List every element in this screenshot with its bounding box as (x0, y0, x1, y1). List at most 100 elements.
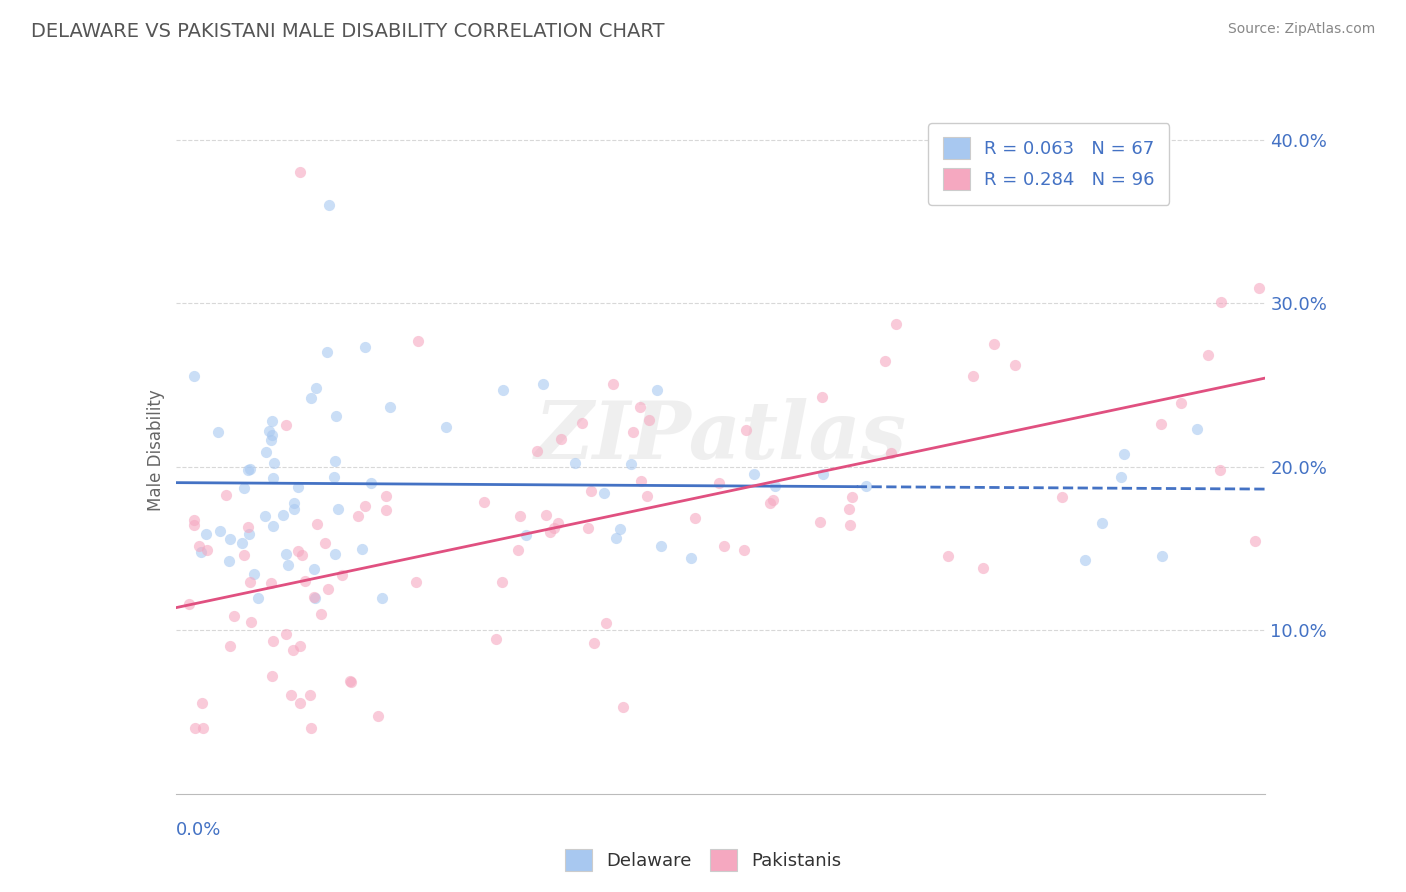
Point (305, 517, 328, 532)
Point (374, 503, 396, 517)
Point (1050, 491, 1073, 505)
Point (233, 548, 256, 562)
Point (191, 721, 214, 735)
Point (875, 354, 897, 368)
Point (273, 508, 295, 522)
Point (283, 496, 305, 510)
Point (262, 471, 284, 485)
Point (838, 502, 860, 516)
Point (595, 615, 617, 630)
Point (564, 456, 586, 470)
Point (183, 722, 205, 736)
Point (735, 423, 758, 437)
Point (350, 542, 373, 557)
Point (1197, 348, 1219, 362)
Point (492, 384, 515, 398)
Point (305, 382, 328, 396)
Point (841, 490, 863, 504)
Point (318, 198, 340, 212)
Point (707, 476, 730, 491)
Point (260, 427, 283, 442)
Point (583, 635, 606, 649)
Point (880, 445, 903, 459)
Text: ZIPatlas: ZIPatlas (534, 398, 907, 475)
Point (506, 542, 529, 557)
Point (581, 483, 603, 498)
Point (287, 544, 309, 558)
Point (1109, 470, 1132, 484)
Point (650, 539, 672, 553)
Point (190, 696, 212, 710)
Point (485, 632, 508, 647)
Point (254, 444, 277, 458)
Point (620, 457, 643, 471)
Point (316, 582, 339, 596)
Point (288, 696, 311, 710)
Point (290, 165, 312, 179)
Point (509, 508, 531, 523)
Point (1004, 358, 1026, 372)
Point (323, 547, 346, 561)
Point (315, 345, 337, 359)
Point (1185, 421, 1208, 435)
Point (232, 481, 254, 495)
Point (208, 524, 231, 538)
Point (1249, 281, 1271, 295)
Point (238, 527, 260, 541)
Text: 0.0%: 0.0% (176, 822, 221, 839)
Point (605, 531, 627, 545)
Point (183, 369, 205, 384)
Point (339, 673, 361, 688)
Point (531, 377, 554, 392)
Point (326, 501, 349, 516)
Point (253, 508, 276, 523)
Point (762, 493, 785, 508)
Point (276, 417, 298, 432)
Point (547, 516, 569, 530)
Point (323, 469, 346, 483)
Point (236, 463, 259, 477)
Point (972, 561, 994, 575)
Point (621, 425, 644, 439)
Point (713, 539, 735, 553)
Point (354, 341, 377, 355)
Point (405, 575, 427, 590)
Point (283, 502, 305, 516)
Point (353, 500, 375, 514)
Point (340, 675, 363, 690)
Point (763, 479, 786, 493)
Point (294, 574, 316, 588)
Point (962, 369, 984, 384)
Point (238, 520, 260, 534)
Legend: R = 0.063   N = 67, R = 0.284   N = 96: R = 0.063 N = 67, R = 0.284 N = 96 (928, 123, 1170, 205)
Point (374, 489, 396, 503)
Point (197, 543, 219, 558)
Point (311, 607, 333, 621)
Point (576, 521, 599, 535)
Point (538, 524, 561, 539)
Point (259, 424, 281, 438)
Point (247, 591, 270, 605)
Point (628, 401, 651, 415)
Point (1209, 463, 1232, 477)
Point (1150, 417, 1173, 431)
Point (636, 489, 658, 503)
Point (260, 414, 283, 428)
Point (602, 376, 624, 391)
Point (1243, 533, 1265, 548)
Point (733, 543, 755, 558)
Point (325, 409, 347, 424)
Point (550, 432, 572, 446)
Point (637, 413, 659, 427)
Point (239, 461, 262, 475)
Point (280, 688, 302, 702)
Legend: Delaware, Pakistanis: Delaware, Pakistanis (557, 842, 849, 879)
Point (330, 568, 353, 582)
Point (224, 609, 246, 624)
Point (526, 444, 548, 458)
Point (1091, 516, 1114, 530)
Point (323, 454, 346, 468)
Point (347, 508, 370, 523)
Point (262, 633, 284, 648)
Point (183, 517, 205, 532)
